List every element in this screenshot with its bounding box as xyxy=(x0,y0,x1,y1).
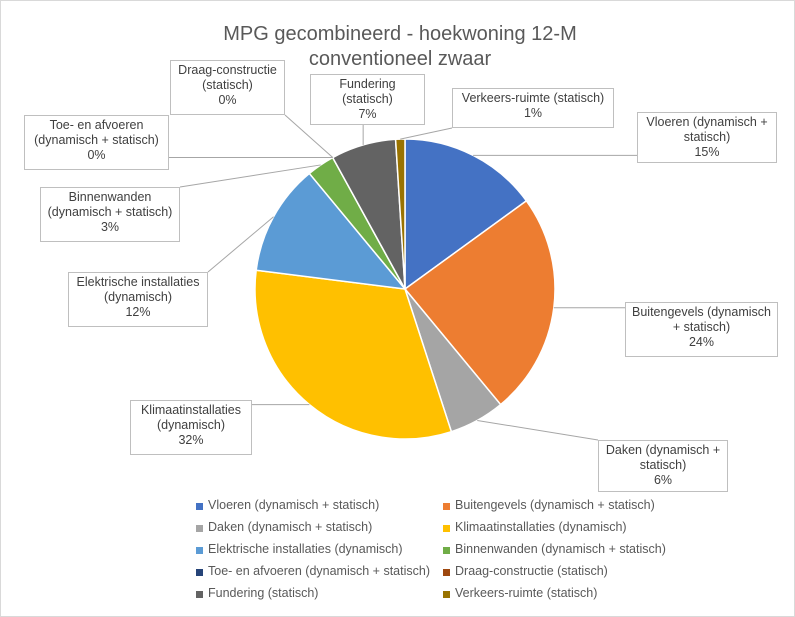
legend-swatch xyxy=(196,503,203,510)
data-label-category: Elektrische installaties (dynamisch) xyxy=(76,275,200,304)
legend-label: Verkeers-ruimte (statisch) xyxy=(455,586,598,600)
leader-line xyxy=(179,164,321,188)
legend-swatch xyxy=(443,525,450,532)
leader-line xyxy=(284,114,334,158)
legend-swatch xyxy=(443,547,450,554)
legend-label: Vloeren (dynamisch + statisch) xyxy=(208,498,380,512)
data-label-category: Verkeers-ruimte (statisch) xyxy=(461,91,605,105)
data-label: Elektrische installaties (dynamisch) 12% xyxy=(68,272,208,327)
data-label: Vloeren (dynamisch + statisch) 15% xyxy=(637,112,777,163)
data-label-value: 32% xyxy=(178,433,204,447)
data-label-value: 7% xyxy=(358,107,377,121)
data-label-category: Klimaatinstallaties (dynamisch) xyxy=(140,403,242,432)
legend-swatch xyxy=(196,569,203,576)
pie-slice xyxy=(254,269,453,440)
leader-line xyxy=(400,127,453,140)
legend-label: Toe- en afvoeren (dynamisch + statisch) xyxy=(208,564,430,578)
data-label: Fundering (statisch) 7% xyxy=(310,74,425,125)
pie-slice xyxy=(394,138,406,290)
legend-swatch xyxy=(196,547,203,554)
legend-swatch xyxy=(443,591,450,598)
data-label: Buitengevels (dynamisch + statisch) 24% xyxy=(625,302,778,357)
data-label: Draag-constructie (statisch) 0% xyxy=(170,60,285,115)
legend-swatch xyxy=(196,591,203,598)
data-label-category: Fundering (statisch) xyxy=(339,77,396,106)
data-label-category: Buitengevels (dynamisch + statisch) xyxy=(632,305,771,334)
data-label-value: 15% xyxy=(694,145,720,159)
data-label: Toe- en afvoeren (dynamisch + statisch) 0… xyxy=(24,115,169,170)
data-label-category: Toe- en afvoeren (dynamisch + statisch) xyxy=(34,118,159,147)
leader-line xyxy=(207,216,274,273)
data-label: Binnenwanden (dynamisch + statisch) 3% xyxy=(40,187,180,242)
data-label-value: 0% xyxy=(87,148,106,162)
data-label-category: Binnenwanden (dynamisch + statisch) xyxy=(47,190,173,219)
data-label-value: 1% xyxy=(523,106,543,120)
chart-title: MPG gecombineerd - hoekwoning 12-M conve… xyxy=(223,23,577,70)
legend-label: Elektrische installaties (dynamisch) xyxy=(208,542,403,556)
legend-swatch xyxy=(443,569,450,576)
data-label-value: 24% xyxy=(688,335,715,349)
data-label: Daken (dynamisch + statisch) 6% xyxy=(598,440,728,492)
legend-label: Daken (dynamisch + statisch) xyxy=(208,520,373,534)
data-label-value: 0% xyxy=(218,93,237,107)
pie-slice xyxy=(403,199,556,406)
leader-line xyxy=(477,419,599,441)
legend-label: Buitengevels (dynamisch + statisch) xyxy=(455,498,655,512)
legend-label: Binnenwanden (dynamisch + statisch) xyxy=(455,542,666,556)
data-label-value: 6% xyxy=(653,473,673,487)
legend-swatch xyxy=(196,525,203,532)
data-label-category: Daken (dynamisch + statisch) xyxy=(605,443,721,472)
data-label-value: 12% xyxy=(125,305,151,319)
data-label: Klimaatinstallaties (dynamisch) 32% xyxy=(130,400,252,455)
data-label-value: 3% xyxy=(100,220,120,234)
legend-label: Klimaatinstallaties (dynamisch) xyxy=(455,520,627,534)
legend-label: Draag-constructie (statisch) xyxy=(455,564,608,578)
data-label-category: Draag-constructie (statisch) xyxy=(178,63,277,92)
data-label: Verkeers-ruimte (statisch) 1% xyxy=(452,88,614,128)
legend-label: Fundering (statisch) xyxy=(208,586,319,600)
data-label-category: Vloeren (dynamisch + statisch) xyxy=(646,115,768,144)
legend-swatch xyxy=(443,503,450,510)
